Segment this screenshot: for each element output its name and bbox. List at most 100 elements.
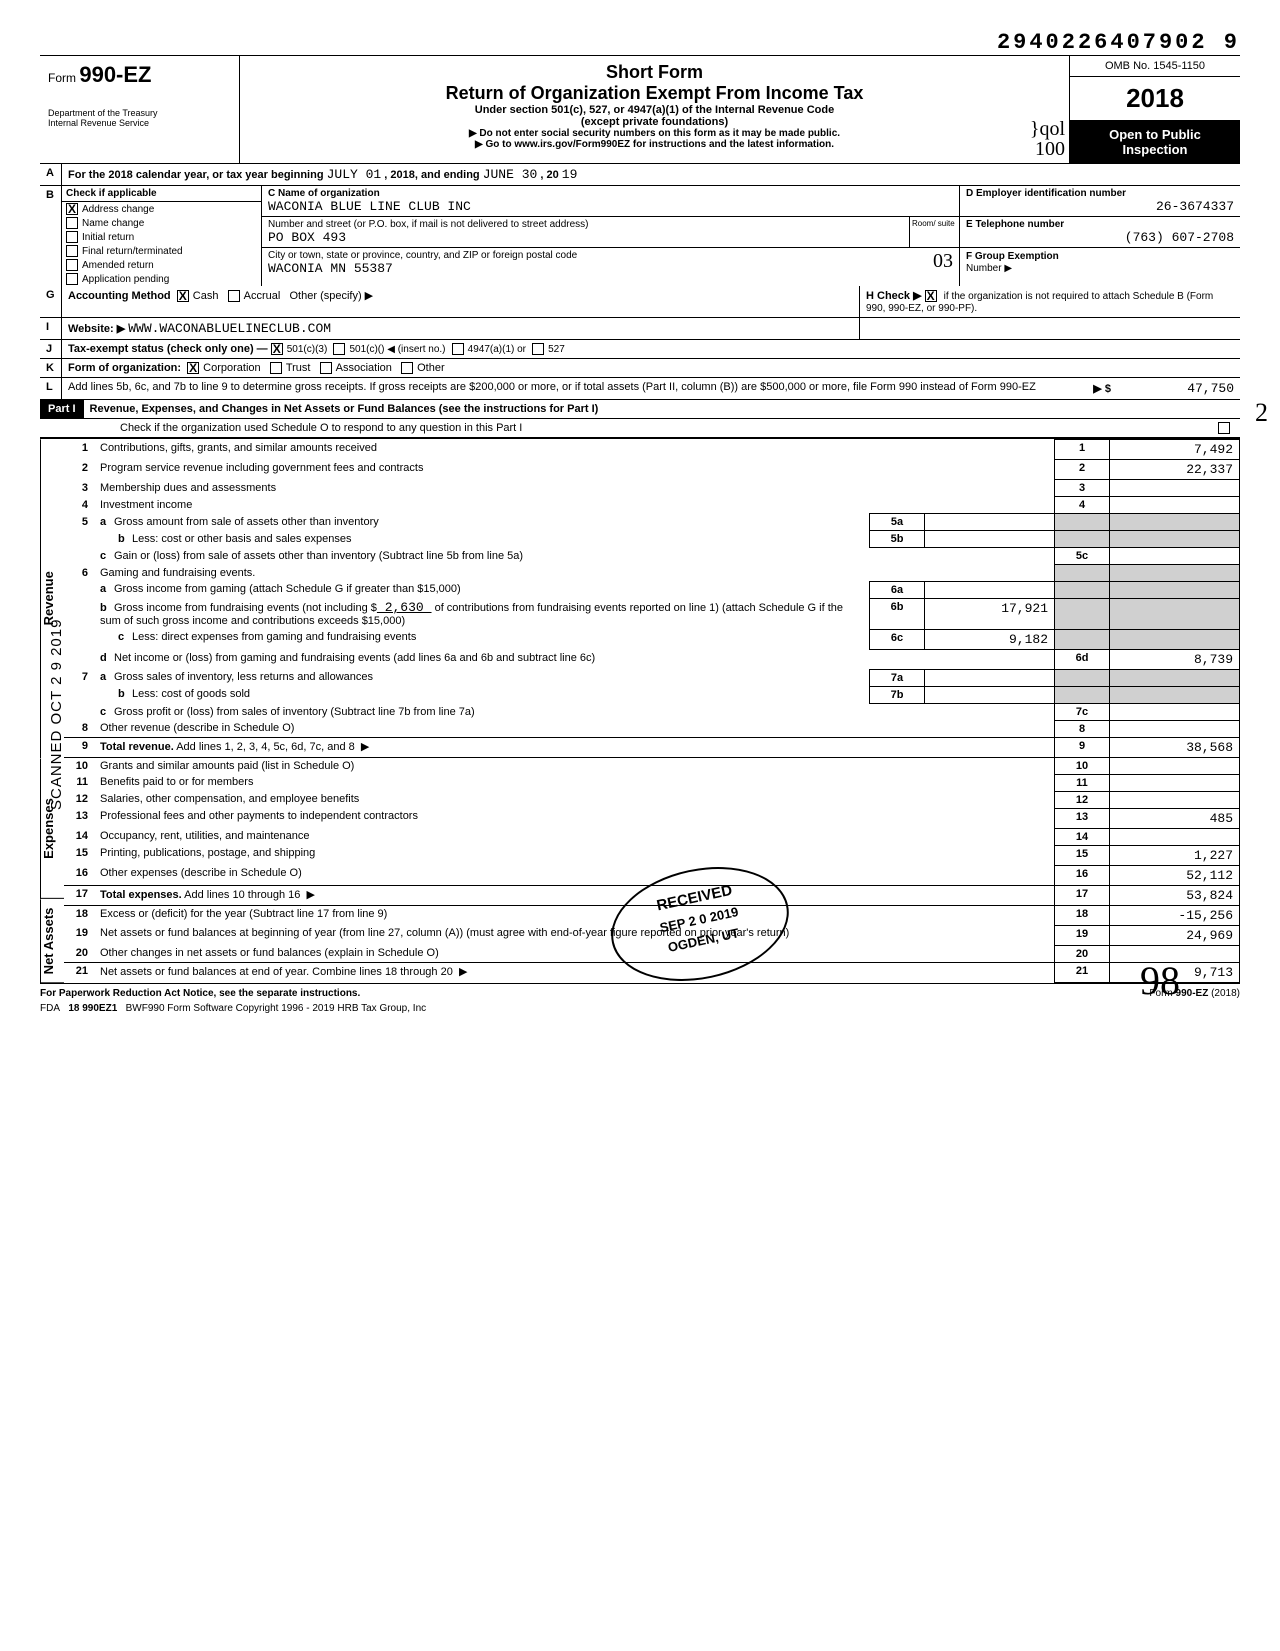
line-cell-1-0: 2 xyxy=(64,460,94,480)
line-row-21: 14Occupancy, rent, utilities, and mainte… xyxy=(64,828,1240,845)
line-cell-23-2: 16 xyxy=(1055,865,1110,885)
line-cell-12-1: aGross sales of inventory, less returns … xyxy=(94,669,870,686)
line-row-18: 11Benefits paid to or for members11 xyxy=(64,774,1240,791)
line-cell-2-0: 3 xyxy=(64,480,94,497)
line-cell-5-3 xyxy=(925,531,1055,548)
cb-b-3[interactable] xyxy=(66,245,78,257)
cb-4947[interactable] xyxy=(452,343,464,355)
line-row-14: cGross profit or (loss) from sales of in… xyxy=(64,703,1240,720)
line-cell-13-1: bLess: cost of goods sold xyxy=(94,686,870,703)
cb-accrual[interactable] xyxy=(228,290,240,302)
line-cell-20-1: Professional fees and other payments to … xyxy=(94,808,1055,828)
line-cell-20-2: 13 xyxy=(1055,808,1110,828)
cb-527[interactable] xyxy=(532,343,544,355)
line-cell-7-3 xyxy=(1110,565,1240,582)
j-501c: 501(c)( xyxy=(349,344,381,355)
line-cell-11-0 xyxy=(64,649,94,669)
line-cell-13-5 xyxy=(1110,686,1240,703)
title-arrow2: ▶ Go to www.irs.gov/Form990EZ for instru… xyxy=(248,139,1061,150)
cb-b-5[interactable] xyxy=(66,273,78,285)
line-cell-10-3: 9,182 xyxy=(925,629,1055,649)
cb-trust[interactable] xyxy=(270,362,282,374)
line-cell-6-1: cGain or (loss) from sale of assets othe… xyxy=(94,548,1055,565)
l-value: 47,750 xyxy=(1114,381,1234,396)
g-label: Accounting Method xyxy=(68,290,171,302)
label-k: K xyxy=(40,359,62,377)
j-label: Tax-exempt status (check only one) — xyxy=(68,343,268,355)
line-cell-3-1: Investment income xyxy=(94,497,1055,514)
e-label: E Telephone number xyxy=(966,219,1234,230)
line-cell-8-1: aGross income from gaming (attach Schedu… xyxy=(94,581,870,598)
cb-b-1[interactable] xyxy=(66,217,78,229)
line-row-24: 17Total expenses. Add lines 10 through 1… xyxy=(64,885,1240,905)
line-cell-15-0: 8 xyxy=(64,720,94,737)
b-item-label-2: Initial return xyxy=(82,232,134,243)
l-text: Add lines 5b, 6c, and 7b to line 9 to de… xyxy=(68,381,1036,393)
line-cell-24-3: 53,824 xyxy=(1110,885,1240,905)
cb-assoc[interactable] xyxy=(320,362,332,374)
i-value: WWW.WACONABLUELINECLUB.COM xyxy=(128,321,331,336)
line-cell-6-2: 5c xyxy=(1055,548,1110,565)
side-netassets: Net Assets xyxy=(40,899,64,983)
l-arrow: ▶ $ xyxy=(1093,383,1111,395)
b-item-2: Initial return xyxy=(62,230,261,244)
line-row-3: 4Investment income4 xyxy=(64,497,1240,514)
f-sub: Number ▶ xyxy=(966,263,1012,274)
line-cell-3-3 xyxy=(1110,497,1240,514)
tax-year: 2018 xyxy=(1070,77,1240,121)
cb-corp[interactable] xyxy=(187,362,199,374)
cb-501c3[interactable] xyxy=(271,343,283,355)
line-cell-2-2: 3 xyxy=(1055,480,1110,497)
d-label: D Employer identification number xyxy=(966,188,1234,199)
cb-cash[interactable] xyxy=(177,290,189,302)
line-cell-13-3 xyxy=(925,686,1055,703)
part1-check-text: Check if the organization used Schedule … xyxy=(120,422,522,434)
line-cell-18-1: Benefits paid to or for members xyxy=(94,774,1055,791)
line-cell-28-1: Net assets or fund balances at end of ye… xyxy=(94,962,1055,982)
title-arrow1: ▶ Do not enter social security numbers o… xyxy=(248,128,1061,139)
line-cell-20-3: 485 xyxy=(1110,808,1240,828)
line-row-22: 15Printing, publications, postage, and s… xyxy=(64,845,1240,865)
line-cell-12-2: 7a xyxy=(870,669,925,686)
line-cell-9-4 xyxy=(1055,598,1110,629)
line-cell-0-0: 1 xyxy=(64,440,94,460)
cb-b-2[interactable] xyxy=(66,231,78,243)
j-527: 527 xyxy=(548,344,565,355)
line-cell-25-0: 18 xyxy=(64,905,94,925)
line-cell-17-2: 10 xyxy=(1055,757,1110,774)
line-cell-6-3 xyxy=(1110,548,1240,565)
line-cell-21-2: 14 xyxy=(1055,828,1110,845)
line-row-13: bLess: cost of goods sold 7b xyxy=(64,686,1240,703)
cb-b-0[interactable] xyxy=(66,203,78,215)
line-row-25: 18Excess or (deficit) for the year (Subt… xyxy=(64,905,1240,925)
cb-part1[interactable] xyxy=(1218,422,1230,434)
cb-501c[interactable] xyxy=(333,343,345,355)
d-value: 26-3674337 xyxy=(966,199,1234,214)
line-cell-12-4 xyxy=(1055,669,1110,686)
cb-other[interactable] xyxy=(401,362,413,374)
line-row-16: 9Total revenue. Add lines 1, 2, 3, 4, 5c… xyxy=(64,737,1240,757)
line-cell-13-0 xyxy=(64,686,94,703)
line-cell-9-5 xyxy=(1110,598,1240,629)
room-label: Room/ suite xyxy=(909,217,959,247)
form-label: Form xyxy=(48,71,76,85)
line-cell-15-1: Other revenue (describe in Schedule O) xyxy=(94,720,1055,737)
line-row-11: dNet income or (loss) from gaming and fu… xyxy=(64,649,1240,669)
signature-initials: 98 xyxy=(1140,957,1180,1004)
line-cell-4-3 xyxy=(925,514,1055,531)
line-cell-25-2: 18 xyxy=(1055,905,1110,925)
line-cell-16-0: 9 xyxy=(64,737,94,757)
f-label: F Group Exemption xyxy=(966,251,1059,262)
b-item-label-4: Amended return xyxy=(82,260,154,271)
line-cell-20-0: 13 xyxy=(64,808,94,828)
line-cell-28-2: 21 xyxy=(1055,962,1110,982)
line-cell-26-0: 19 xyxy=(64,925,94,945)
j-501c3: 501(c)(3) xyxy=(287,344,328,355)
cb-h[interactable] xyxy=(925,290,937,302)
label-g: G xyxy=(40,286,62,317)
c-value: WACONIA BLUE LINE CLUB INC xyxy=(268,199,953,214)
cb-b-4[interactable] xyxy=(66,259,78,271)
line-cell-16-2: 9 xyxy=(1055,737,1110,757)
line-cell-24-2: 17 xyxy=(1055,885,1110,905)
line-cell-19-1: Salaries, other compensation, and employ… xyxy=(94,791,1055,808)
